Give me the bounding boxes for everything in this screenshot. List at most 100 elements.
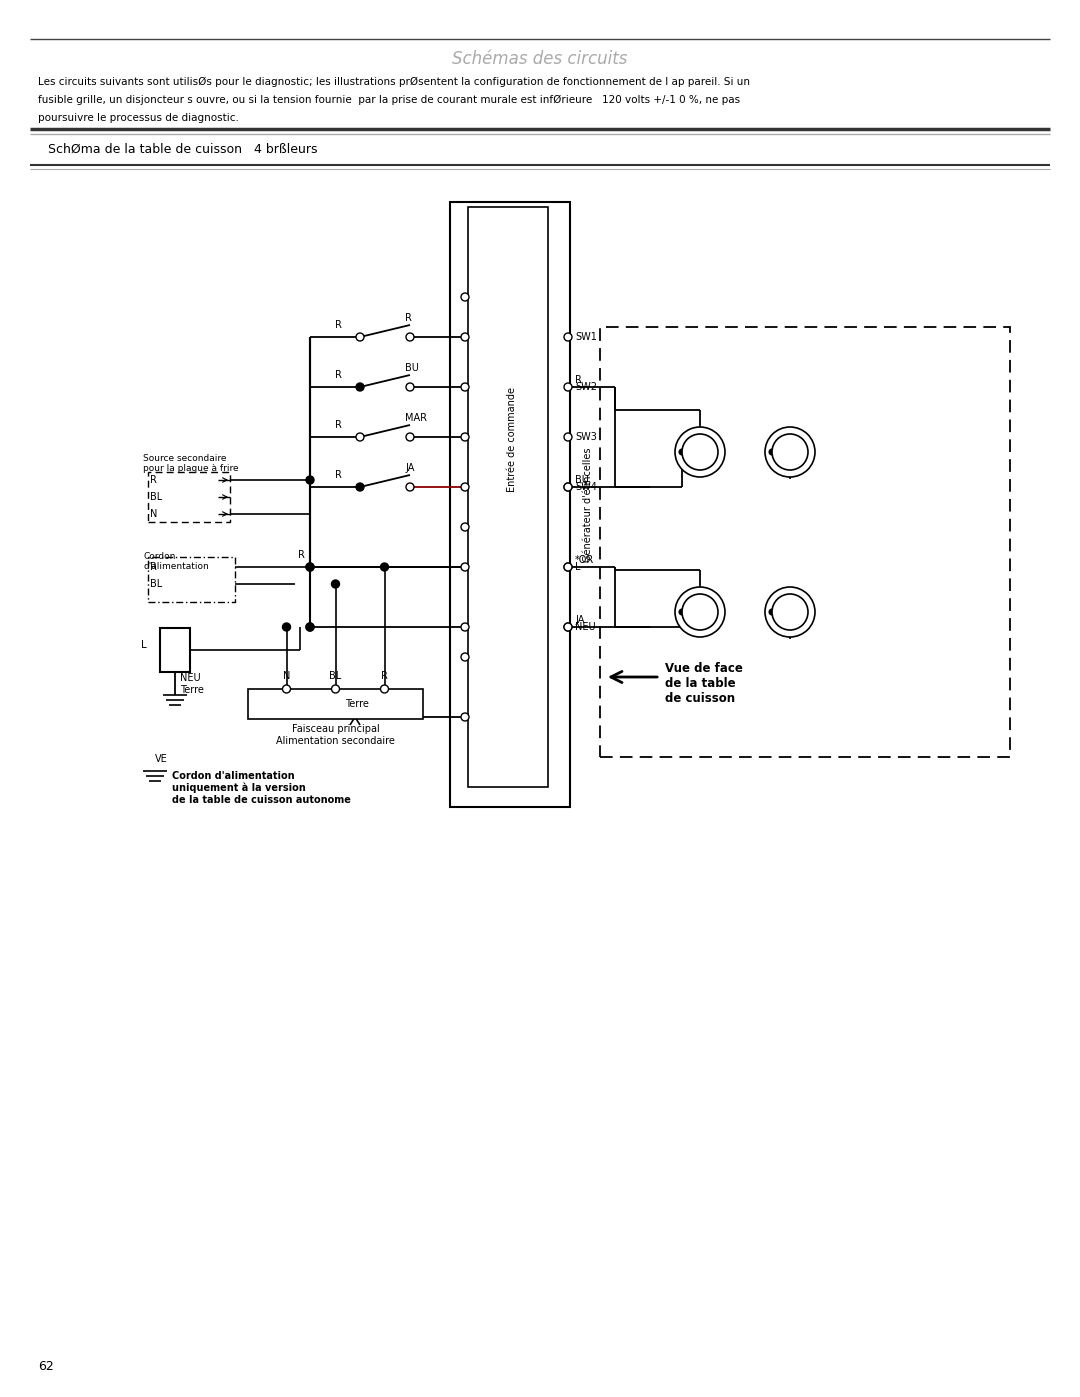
Circle shape (564, 623, 572, 631)
Text: Terre: Terre (345, 698, 369, 710)
Circle shape (461, 652, 469, 661)
Circle shape (461, 383, 469, 391)
Circle shape (679, 609, 685, 615)
Text: Générateur d'étincelles: Générateur d'étincelles (583, 447, 593, 562)
Circle shape (769, 609, 775, 615)
Circle shape (675, 587, 725, 637)
Circle shape (306, 623, 314, 631)
Circle shape (356, 383, 364, 391)
Bar (148, 557, 235, 602)
Text: Source secondaire
pour la plaque à frire: Source secondaire pour la plaque à frire (143, 454, 239, 474)
Circle shape (406, 483, 414, 490)
Circle shape (380, 685, 389, 693)
Circle shape (306, 563, 314, 571)
Text: R: R (405, 313, 411, 323)
Circle shape (564, 483, 572, 490)
Text: R: R (150, 562, 157, 571)
Circle shape (332, 685, 339, 693)
Bar (600, 327, 1010, 757)
Text: Cordon d'alimentation
uniquement à la version
de la table de cuisson autonome: Cordon d'alimentation uniquement à la ve… (172, 771, 351, 805)
Text: SW3: SW3 (575, 432, 597, 441)
Text: Terre: Terre (180, 685, 204, 694)
Circle shape (564, 433, 572, 441)
Text: R: R (575, 374, 582, 386)
Circle shape (306, 563, 314, 571)
Circle shape (332, 580, 339, 588)
Circle shape (283, 685, 291, 693)
Text: Faisceau principal
Alimentation secondaire: Faisceau principal Alimentation secondai… (276, 724, 395, 746)
Text: N: N (150, 509, 158, 520)
Text: Cordon
d'alimentation: Cordon d'alimentation (143, 552, 208, 571)
Circle shape (461, 623, 469, 631)
Circle shape (564, 332, 572, 341)
Text: Les circuits suivants sont utilisØs pour le diagnostic; les illustrations prØsen: Les circuits suivants sont utilisØs pour… (38, 77, 750, 87)
Circle shape (461, 712, 469, 721)
Circle shape (679, 448, 685, 455)
Text: SchØma de la table de cuisson   4 brßleurs: SchØma de la table de cuisson 4 brßleurs (48, 142, 318, 155)
Circle shape (681, 434, 718, 469)
Text: R: R (335, 469, 342, 481)
Text: fusible grille, un disjoncteur s ouvre, ou si la tension fournie  par la prise d: fusible grille, un disjoncteur s ouvre, … (38, 95, 740, 105)
Text: R: R (150, 475, 157, 485)
Text: NEU: NEU (575, 622, 596, 631)
Circle shape (380, 563, 389, 571)
Text: JA: JA (575, 615, 584, 624)
Circle shape (356, 483, 364, 490)
Circle shape (564, 483, 572, 490)
Circle shape (406, 332, 414, 341)
Circle shape (675, 427, 725, 476)
Circle shape (772, 434, 808, 469)
Circle shape (461, 433, 469, 441)
Circle shape (765, 427, 815, 476)
Circle shape (461, 332, 469, 341)
Circle shape (283, 623, 291, 631)
Text: JA: JA (405, 462, 415, 474)
Circle shape (564, 383, 572, 391)
Circle shape (306, 623, 314, 631)
Text: BU: BU (405, 363, 419, 373)
Text: R: R (298, 550, 305, 560)
Text: R: R (335, 320, 342, 330)
Circle shape (564, 563, 572, 571)
Text: BL: BL (150, 492, 162, 502)
Circle shape (356, 433, 364, 441)
Text: BU: BU (575, 475, 589, 485)
Text: Vue de face
de la table
de cuisson: Vue de face de la table de cuisson (665, 662, 743, 705)
Text: R: R (381, 671, 388, 680)
Text: 4: 4 (697, 608, 703, 617)
Circle shape (406, 383, 414, 391)
Text: L: L (141, 640, 147, 650)
Circle shape (564, 563, 572, 571)
Text: 62: 62 (38, 1361, 54, 1373)
Text: 2: 2 (697, 447, 703, 457)
Text: BL: BL (329, 671, 341, 680)
Text: R: R (335, 420, 342, 430)
Text: 3: 3 (786, 608, 794, 617)
Circle shape (461, 563, 469, 571)
Circle shape (461, 483, 469, 490)
Circle shape (406, 433, 414, 441)
Text: SW2: SW2 (575, 381, 597, 393)
Text: *OR: *OR (575, 555, 594, 564)
Text: N: N (283, 671, 291, 680)
Bar (468, 207, 548, 787)
Text: L: L (575, 562, 581, 571)
Text: VE: VE (156, 754, 167, 764)
Text: 1: 1 (786, 447, 794, 457)
Text: SW4: SW4 (575, 482, 597, 492)
Text: poursuivre le processus de diagnostic.: poursuivre le processus de diagnostic. (38, 113, 239, 123)
Text: Entrée de commande: Entrée de commande (507, 387, 517, 492)
Text: NEU: NEU (180, 673, 201, 683)
Text: MAR: MAR (405, 414, 427, 423)
Text: R: R (335, 370, 342, 380)
Circle shape (769, 448, 775, 455)
Text: BL: BL (150, 578, 162, 590)
Bar (248, 689, 423, 719)
Circle shape (306, 476, 314, 483)
Circle shape (356, 332, 364, 341)
Text: Schémas des circuits: Schémas des circuits (453, 50, 627, 68)
Bar (160, 629, 190, 672)
Bar (148, 472, 230, 522)
Circle shape (772, 594, 808, 630)
Circle shape (681, 594, 718, 630)
